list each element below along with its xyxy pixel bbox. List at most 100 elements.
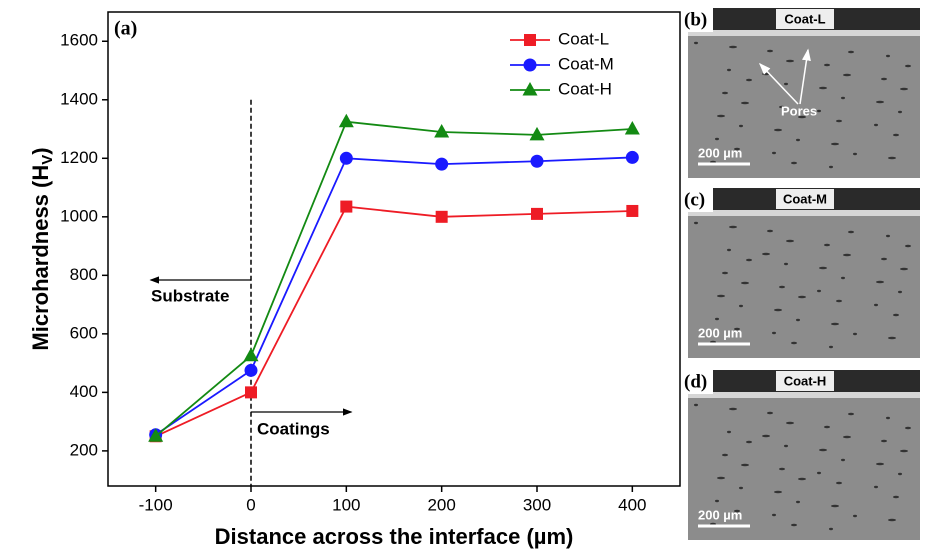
pore [791, 523, 797, 527]
sem-edge [688, 30, 920, 36]
scale-label: 200 µm [698, 507, 742, 522]
sem-edge [688, 210, 920, 216]
pore [791, 161, 797, 165]
note-arrow [799, 48, 811, 105]
pore [767, 411, 773, 415]
pore [817, 109, 821, 113]
marker [245, 386, 257, 399]
pore [888, 336, 896, 340]
pore [829, 527, 833, 531]
legend-label: Coat-H [558, 79, 612, 98]
marker [531, 207, 543, 220]
pore [831, 322, 839, 326]
pore [774, 308, 782, 312]
pore [893, 495, 899, 499]
annotation: Substrate [151, 286, 229, 305]
y-tick-label: 1000 [60, 206, 98, 225]
x-tick-label: 400 [618, 495, 646, 514]
x-tick-label: -100 [139, 495, 173, 514]
image-note: Pores [781, 103, 817, 118]
panel-label: (a) [114, 18, 137, 40]
legend-marker [524, 34, 536, 46]
pore [734, 327, 740, 331]
pore [715, 317, 719, 321]
pore [853, 152, 857, 156]
pore [722, 271, 728, 275]
pore [779, 105, 785, 109]
pore [741, 463, 749, 467]
pore [836, 119, 842, 123]
series-line [155, 156, 633, 436]
pore [786, 59, 794, 63]
y-tick-label: 1200 [60, 148, 98, 167]
pore [853, 514, 857, 518]
x-tick-label: 100 [332, 495, 360, 514]
pore [898, 290, 902, 294]
legend-label: Coat-M [558, 54, 614, 73]
pore [819, 86, 827, 90]
pore [886, 54, 890, 58]
marker [435, 210, 448, 223]
pore [746, 440, 752, 444]
pore [786, 239, 794, 243]
x-tick-label: 300 [523, 495, 551, 514]
marker [148, 428, 164, 442]
y-tick-label: 1600 [60, 31, 98, 50]
plot-frame [107, 11, 681, 487]
legend-label: Coat-L [558, 29, 609, 48]
pore [824, 63, 830, 67]
pore [774, 490, 782, 494]
pore [836, 481, 842, 485]
pore [817, 289, 821, 293]
pore [898, 472, 902, 476]
pore [694, 41, 698, 45]
image-tag: Coat-L [784, 11, 825, 26]
pore [888, 518, 896, 522]
pore [841, 276, 845, 280]
pore [746, 78, 752, 82]
pore [746, 258, 752, 262]
pore [829, 165, 833, 169]
marker [434, 123, 450, 138]
pore [741, 281, 749, 285]
pore [817, 471, 821, 475]
pore [729, 407, 737, 411]
x-axis-label: Distance across the interface (µm) [215, 524, 574, 549]
panel-label: (b) [684, 9, 707, 30]
pore [762, 434, 770, 438]
pore [767, 49, 773, 53]
pore [831, 504, 839, 508]
y-tick-label: 800 [70, 265, 98, 284]
legend-marker [522, 82, 538, 96]
pore [715, 499, 719, 503]
pore [898, 110, 902, 114]
pore [829, 345, 833, 349]
pore [772, 331, 776, 335]
pore [874, 303, 878, 307]
tag-box [776, 9, 834, 29]
y-axis-label: Microhardness (HV) [28, 147, 56, 350]
pore [729, 225, 737, 229]
pore [772, 513, 776, 517]
pore [717, 476, 725, 480]
marker [340, 200, 353, 213]
pore [843, 73, 851, 77]
pore [819, 266, 827, 270]
y-tick-label: 200 [70, 440, 98, 459]
pore [729, 45, 737, 49]
pore [886, 416, 890, 420]
pore [727, 248, 731, 252]
marker [624, 121, 640, 135]
pore [900, 449, 908, 453]
y-axis-label-end: ) [28, 147, 53, 154]
pore [831, 142, 839, 146]
pore [798, 477, 806, 481]
note-arrow [758, 62, 799, 105]
pore [888, 156, 896, 160]
marker [625, 150, 639, 164]
pore [876, 462, 884, 466]
y-tick-label: 1400 [60, 89, 98, 108]
pore [796, 318, 800, 322]
pore [784, 444, 788, 448]
y-axis-label-sub: V [39, 155, 56, 165]
